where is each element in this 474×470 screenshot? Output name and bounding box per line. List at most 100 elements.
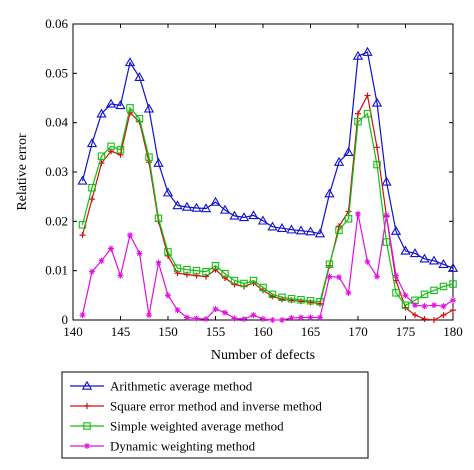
data-point	[115, 100, 126, 110]
data-point	[89, 268, 95, 275]
data-point	[449, 280, 457, 288]
y-tick-label: 0.04	[45, 115, 68, 130]
data-point	[231, 281, 238, 288]
data-point	[200, 203, 212, 213]
data-point	[419, 253, 430, 263]
data-point	[210, 196, 221, 206]
data-point	[392, 289, 400, 297]
data-point	[108, 245, 114, 252]
x-tick-label: 170	[348, 324, 368, 339]
legend-marker	[83, 422, 91, 430]
data-point	[249, 276, 258, 285]
x-tick-label: 145	[111, 324, 131, 339]
data-point	[345, 289, 352, 296]
data-point	[229, 210, 240, 220]
data-point	[219, 204, 231, 214]
data-point	[250, 312, 257, 319]
data-point	[373, 160, 381, 169]
x-tick-label: 180	[443, 324, 463, 339]
legend-entry: Dynamic weighting method	[70, 439, 256, 454]
data-point	[409, 248, 421, 258]
series-line	[81, 213, 454, 321]
series-3	[78, 104, 457, 309]
data-point	[336, 223, 342, 230]
y-tick-label: 0.06	[45, 16, 68, 31]
data-point	[191, 202, 202, 212]
data-point	[400, 245, 411, 255]
legend-label: Arithmetic average method	[110, 379, 253, 394]
legend-label: Square error method and inverse method	[110, 399, 322, 414]
data-point	[222, 275, 228, 282]
data-point	[440, 303, 447, 310]
data-point	[257, 215, 269, 225]
data-point	[450, 297, 456, 304]
data-point	[430, 286, 438, 295]
data-point	[314, 228, 326, 238]
data-point	[374, 144, 380, 151]
data-point	[355, 210, 361, 217]
legend-entry: Square error method and inverse method	[70, 399, 322, 414]
data-point	[431, 317, 437, 323]
data-point	[211, 261, 220, 270]
data-point	[145, 153, 153, 161]
data-point	[326, 273, 333, 280]
data-point	[136, 250, 143, 257]
legend-label: Dynamic weighting method	[110, 439, 256, 454]
data-point	[174, 307, 181, 314]
data-point	[393, 272, 399, 279]
data-point	[135, 114, 144, 123]
data-point	[212, 266, 219, 273]
tick-labels: 140 145 150 155 160 165 170 175 180 0 0.01 0.02 0.03…	[45, 16, 463, 339]
data-point	[306, 297, 315, 305]
data-point	[230, 276, 239, 285]
y-tick-label: 0	[62, 312, 69, 327]
data-point	[117, 272, 124, 279]
data-point	[364, 258, 371, 265]
data-point	[374, 273, 380, 280]
data-point	[107, 142, 115, 151]
data-point	[164, 248, 172, 256]
data-point	[126, 104, 134, 112]
x-tick-label: 155	[206, 324, 226, 339]
data-point	[172, 200, 183, 210]
data-point	[184, 314, 190, 321]
y-tick-label: 0.05	[45, 65, 68, 80]
data-point	[450, 307, 456, 314]
data-point	[269, 317, 276, 323]
data-point	[79, 232, 86, 239]
data-point	[343, 146, 354, 156]
data-point	[355, 110, 361, 117]
data-point	[202, 267, 210, 276]
series-line	[81, 106, 454, 306]
data-point	[153, 157, 164, 167]
data-point	[222, 309, 228, 316]
legend-box	[61, 371, 369, 459]
data-point	[181, 201, 193, 211]
data-point	[390, 225, 402, 235]
data-point	[241, 316, 247, 323]
data-point	[333, 156, 345, 166]
data-point	[221, 269, 229, 278]
data-point	[127, 232, 133, 239]
y-axis-label: Relative error	[15, 133, 30, 211]
data-point	[402, 292, 409, 299]
data-point	[381, 176, 392, 186]
data-point	[248, 210, 259, 220]
data-point	[439, 282, 448, 291]
y-tick-label: 0.01	[45, 263, 68, 278]
data-point	[162, 187, 174, 197]
data-point	[336, 274, 342, 281]
data-point	[297, 296, 305, 304]
data-point	[412, 312, 418, 319]
data-point	[260, 316, 266, 323]
data-point	[79, 312, 86, 319]
data-point	[431, 302, 437, 309]
series-layer	[77, 46, 459, 323]
data-point	[307, 314, 314, 321]
data-point	[421, 303, 428, 310]
data-point	[279, 317, 285, 323]
x-tick-label: 140	[63, 324, 83, 339]
legend: Arithmetic average method Square error me…	[61, 371, 369, 459]
legend-marker	[81, 380, 93, 390]
